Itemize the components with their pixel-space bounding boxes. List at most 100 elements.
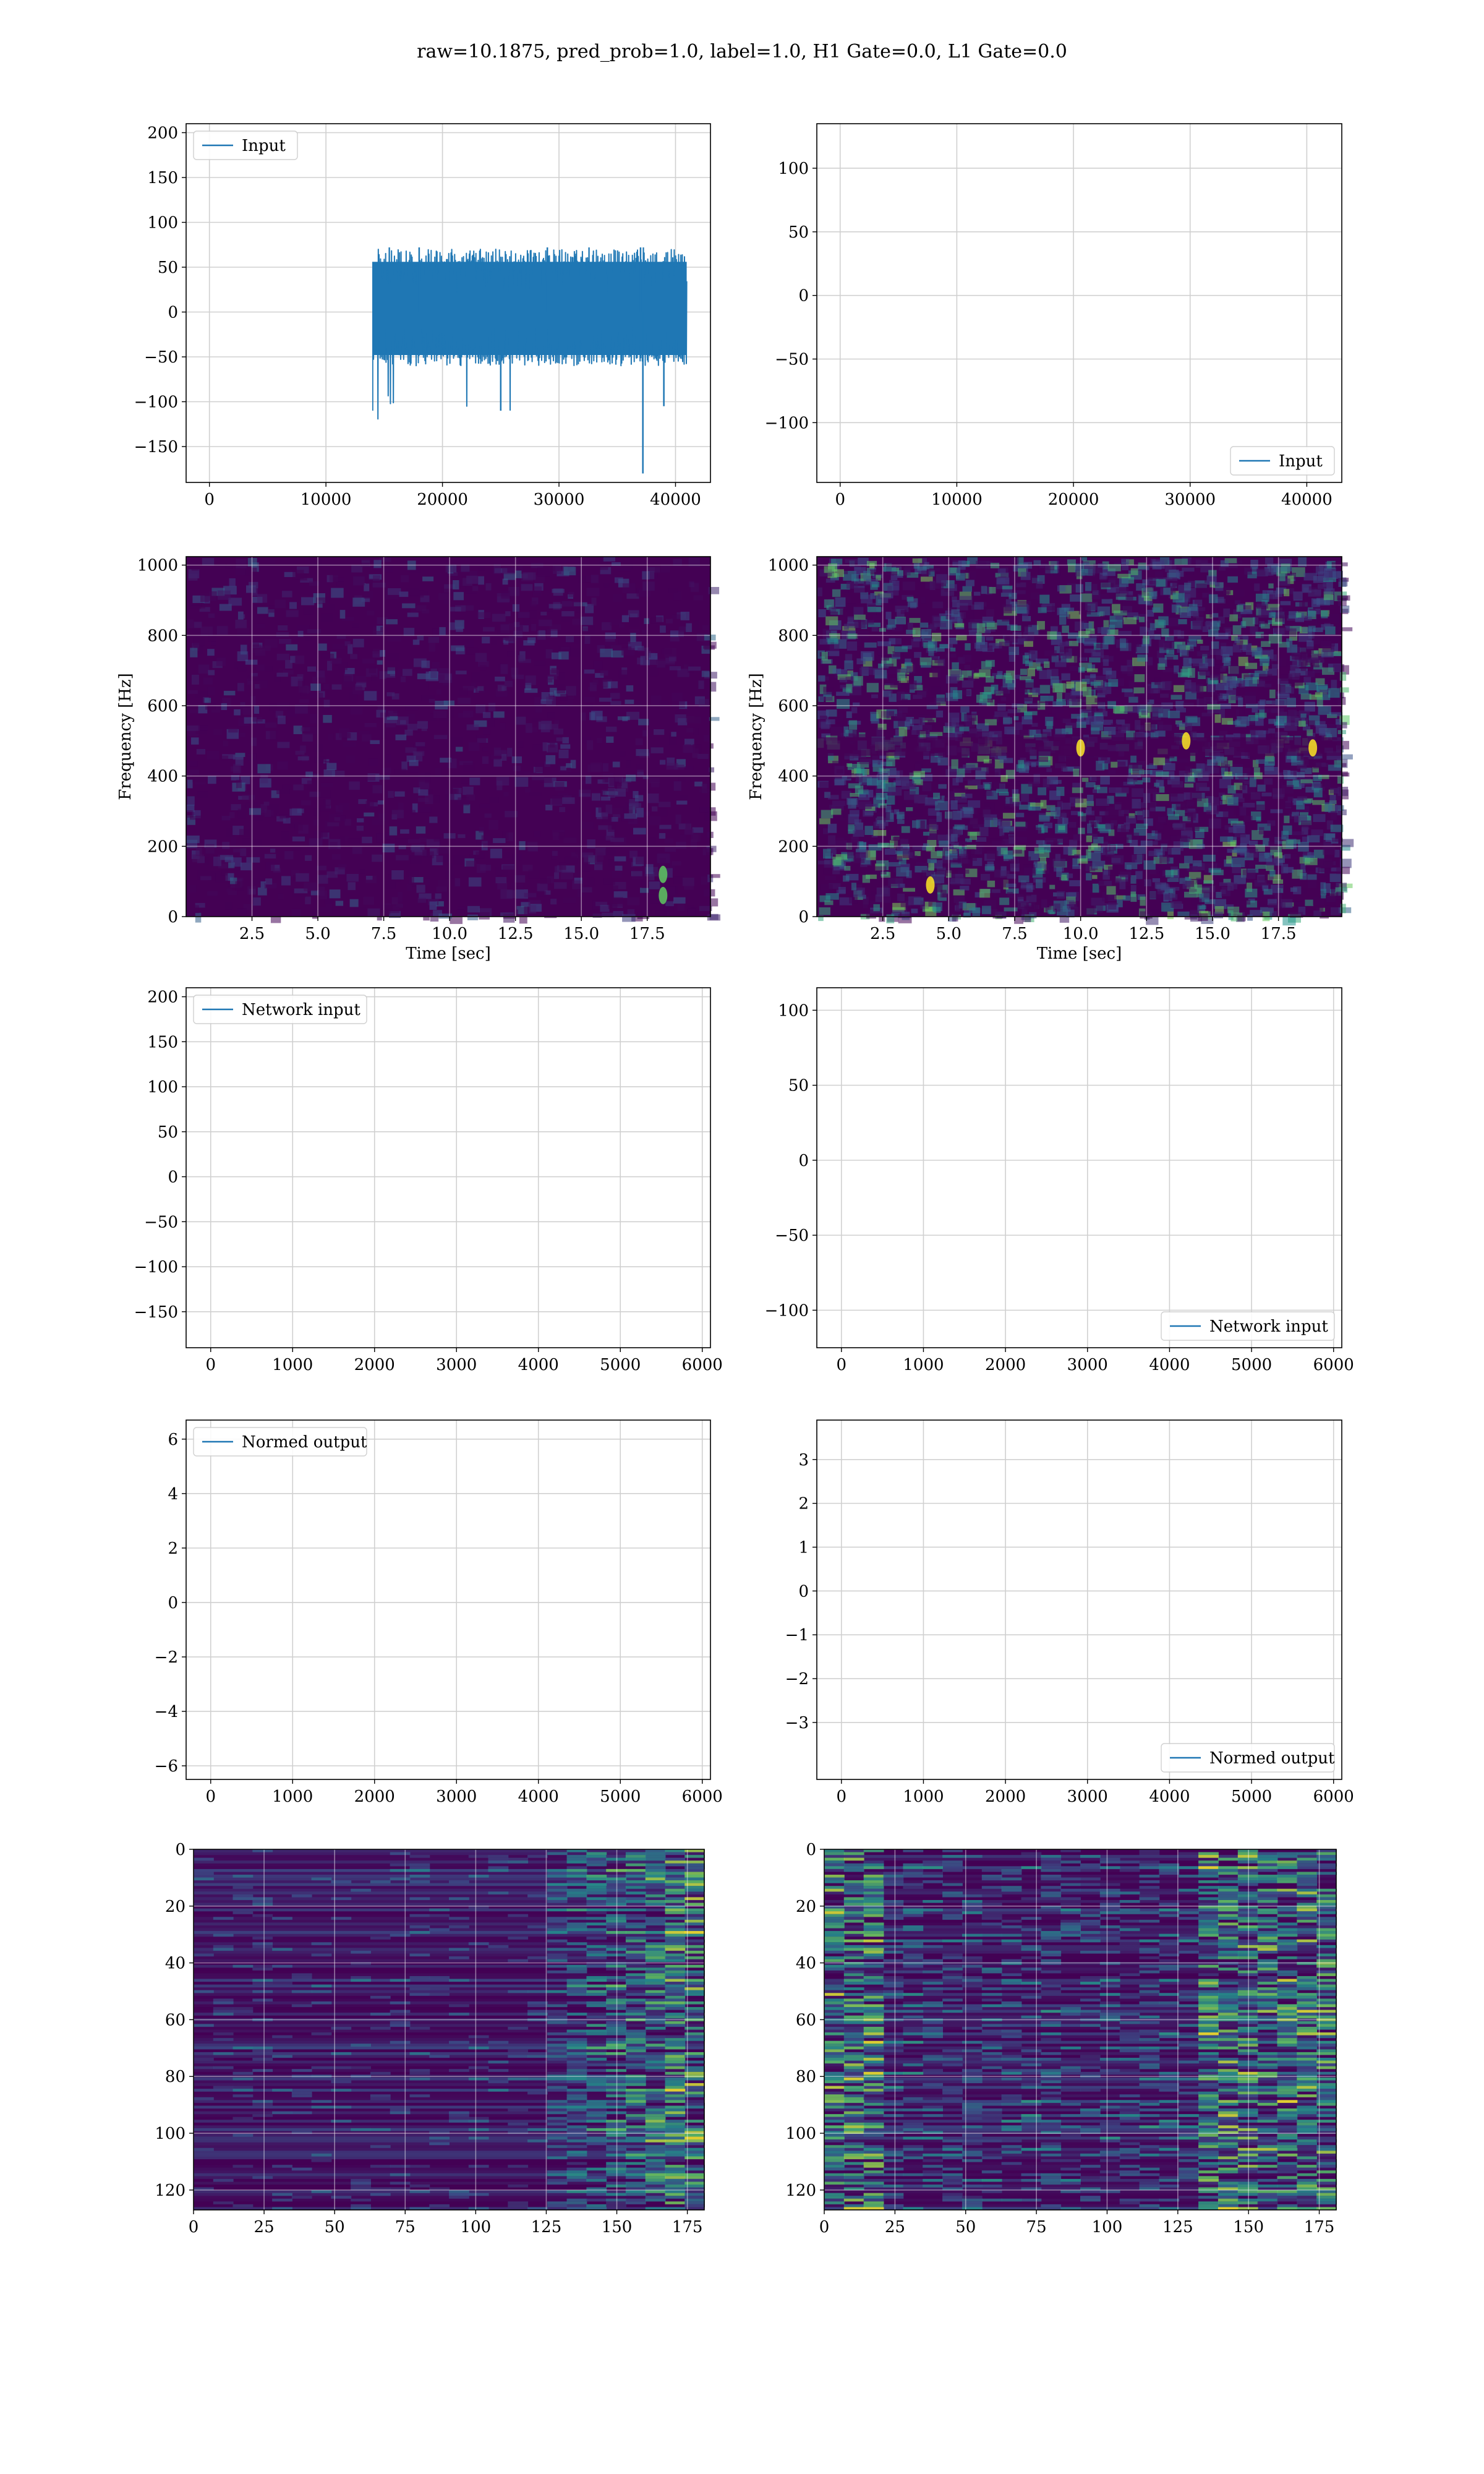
y-tick-label: −1 <box>785 1626 809 1645</box>
y-tick-label: 2 <box>798 1495 809 1513</box>
x-tick-label: 15.0 <box>1195 925 1230 943</box>
legend: Network input <box>1161 1311 1335 1341</box>
y-tick-label: 50 <box>158 1123 178 1142</box>
x-tick-label: 0 <box>205 1787 216 1806</box>
y-tick-label: 6 <box>168 1431 178 1449</box>
x-tick-label: 0 <box>189 2218 199 2236</box>
y-tick-label: −150 <box>134 438 178 456</box>
x-tick-label: 5.0 <box>305 925 330 943</box>
y-tick-label: 150 <box>147 1033 178 1051</box>
y-tick-label: 120 <box>785 2181 816 2200</box>
x-tick-label: 30000 <box>1164 490 1216 509</box>
grid-lines <box>817 1420 1342 1779</box>
y-tick-label: 0 <box>798 287 809 306</box>
x-tick-label: 25 <box>885 2218 905 2236</box>
legend-label: Input <box>242 137 286 155</box>
series-line <box>211 1434 688 1763</box>
feature-map-h1: 0 25 50 75 100 125 150 175 0 20 40 60 80 100 120 <box>155 1841 705 2236</box>
x-tick-label: 6000 <box>1313 1787 1354 1806</box>
x-tick-label: 40000 <box>650 490 701 509</box>
y-tick-label: 100 <box>778 1001 809 1020</box>
y-tick-label: 120 <box>155 2181 186 2200</box>
y-tick-label: 0 <box>168 304 178 322</box>
x-tick-label: 175 <box>672 2218 703 2236</box>
y-tick-label: 0 <box>168 1594 178 1612</box>
heatmap-image <box>186 557 720 924</box>
series-line <box>372 247 688 474</box>
x-tick-label: 30000 <box>534 490 585 509</box>
y-tick-label: −50 <box>144 348 178 367</box>
feature-map-l1: 0 25 50 75 100 125 150 175 0 20 40 60 80 100 120 <box>785 1841 1337 2236</box>
y-tick-label: 50 <box>158 259 178 277</box>
normed-output-h1: 0 1000 2000 3000 4000 5000 6000 −6 −4 −2 0 2 4 6 Norme… <box>155 1419 723 1806</box>
x-axis-label: Time [sec] <box>406 944 491 963</box>
y-tick-label: 1000 <box>137 557 178 575</box>
y-tick-label: 80 <box>796 2068 816 2086</box>
y-axis-label: Frequency [Hz] <box>116 673 135 800</box>
x-tick-label: 0 <box>837 1356 847 1374</box>
x-tick-label: 10.0 <box>432 925 467 943</box>
y-tick-label: −50 <box>144 1213 178 1231</box>
x-tick-label: 10000 <box>301 490 352 509</box>
x-tick-label: 0 <box>204 490 215 509</box>
x-tick-label: 75 <box>395 2218 416 2236</box>
x-tick-label: 5000 <box>600 1787 641 1806</box>
x-tick-label: 20000 <box>417 490 468 509</box>
y-tick-label: −100 <box>134 393 178 412</box>
x-tick-label: 40000 <box>1281 490 1333 509</box>
y-tick-label: 0 <box>175 1841 186 1859</box>
x-tick-label: 100 <box>1092 2218 1123 2236</box>
x-tick-label: 125 <box>531 2218 562 2236</box>
axes-frame <box>816 556 1342 917</box>
x-tick-label: 125 <box>1162 2218 1193 2236</box>
y-tick-label: 200 <box>147 988 178 1007</box>
legend-label: Input <box>1279 452 1323 471</box>
legend: Input <box>193 131 298 160</box>
x-axis-label: Time [sec] <box>1037 944 1122 963</box>
y-tick-label: −50 <box>775 1226 809 1245</box>
series-line <box>211 1003 688 1339</box>
y-tick-label: 0 <box>806 1841 816 1859</box>
x-tick-label: 12.5 <box>1128 925 1164 943</box>
y-tick-label: −2 <box>155 1648 178 1667</box>
y-tick-label: 0 <box>798 908 809 927</box>
y-tick-label: 60 <box>165 2011 186 2029</box>
y-tick-label: 200 <box>778 837 809 856</box>
series-line <box>842 995 1320 1330</box>
x-tick-label: 1000 <box>272 1787 313 1806</box>
axes-frame <box>186 1419 711 1780</box>
x-tick-label: 1000 <box>903 1356 944 1374</box>
y-tick-label: 4 <box>168 1485 178 1504</box>
spectrogram-h1: 2.5 5.0 7.5 10.0 12.5 15.0 17.5 0 200 400 600 800 10… <box>116 556 720 963</box>
y-tick-label: 200 <box>147 124 178 143</box>
x-tick-label: 17.5 <box>629 925 665 943</box>
figure-title: raw=10.1875, pred_prob=1.0, label=1.0, H… <box>417 41 1067 62</box>
x-tick-label: 5.0 <box>936 925 962 943</box>
x-tick-label: 5000 <box>1231 1356 1272 1374</box>
heatmap-image <box>817 557 1354 926</box>
grid-lines <box>193 1849 704 2210</box>
x-tick-label: 5000 <box>600 1356 641 1374</box>
axes-frame <box>186 556 711 917</box>
y-tick-label: −2 <box>785 1670 809 1689</box>
y-tick-label: 100 <box>147 1078 178 1097</box>
y-tick-label: 2 <box>168 1539 178 1558</box>
axes-frame <box>816 987 1342 1348</box>
heatmap-image <box>194 1849 705 2211</box>
x-tick-label: 4000 <box>1149 1787 1190 1806</box>
y-tick-label: 100 <box>147 214 178 233</box>
y-tick-label: 20 <box>796 1898 816 1916</box>
y-tick-label: 0 <box>168 908 178 927</box>
x-tick-label: 20000 <box>1048 490 1099 509</box>
x-tick-label: 100 <box>461 2218 492 2236</box>
normed-output-l1: 0 1000 2000 3000 4000 5000 6000 −3 −2 −1 0 1 2 3 Norme… <box>785 1419 1354 1806</box>
x-tick-label: 3000 <box>436 1787 477 1806</box>
y-tick-label: 40 <box>165 1954 186 1973</box>
legend-label: Network input <box>242 1001 360 1019</box>
x-tick-label: 1000 <box>903 1787 944 1806</box>
grid-lines <box>186 988 710 1348</box>
y-tick-label: 1000 <box>768 557 809 575</box>
x-tick-label: 175 <box>1304 2218 1335 2236</box>
x-tick-label: 5000 <box>1231 1787 1272 1806</box>
x-tick-label: 2000 <box>985 1356 1026 1374</box>
